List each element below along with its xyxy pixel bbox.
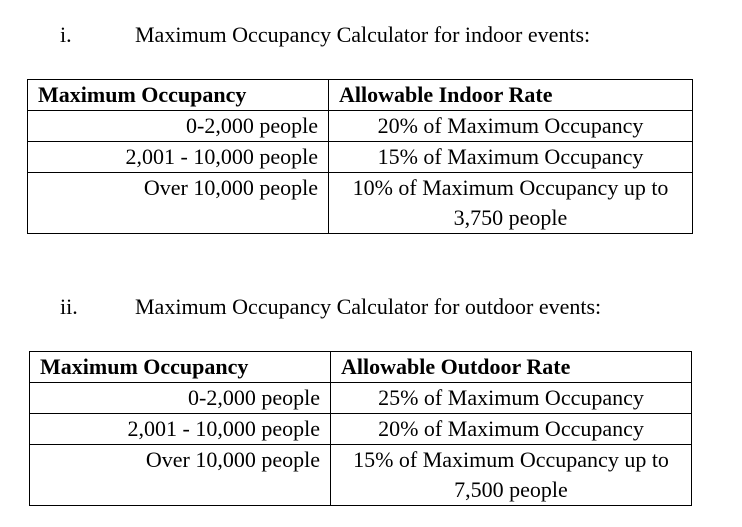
section-title: Maximum Occupancy Calculator for indoor … — [135, 22, 591, 47]
column-header-occupancy: Maximum Occupancy — [27, 79, 329, 111]
table-row: 0-2,000 people 25% of Maximum Occupancy — [29, 382, 692, 414]
column-header-rate: Allowable Outdoor Rate — [330, 351, 692, 383]
section-number: ii. — [60, 294, 78, 319]
table-row: Over 10,000 people 15% of Maximum Occupa… — [29, 444, 692, 506]
occupancy-cell: Over 10,000 people — [29, 444, 331, 506]
column-header-occupancy: Maximum Occupancy — [29, 351, 331, 383]
table-row: 2,001 - 10,000 people 15% of Maximum Occ… — [27, 141, 693, 173]
section-number: i. — [60, 22, 72, 47]
rate-cell: 15% of Maximum Occupancy up to 7,500 peo… — [330, 444, 692, 506]
occupancy-cell: Over 10,000 people — [27, 172, 329, 234]
occupancy-cell: 0-2,000 people — [29, 382, 331, 414]
rate-cell: 20% of Maximum Occupancy — [330, 413, 692, 445]
table-header-row: Maximum Occupancy Allowable Outdoor Rate — [29, 351, 692, 383]
table-header-row: Maximum Occupancy Allowable Indoor Rate — [27, 79, 693, 111]
table-row: 0-2,000 people 20% of Maximum Occupancy — [27, 110, 693, 142]
rate-cell: 15% of Maximum Occupancy — [328, 141, 693, 173]
rate-cell: 20% of Maximum Occupancy — [328, 110, 693, 142]
rate-cell: 10% of Maximum Occupancy up to 3,750 peo… — [328, 172, 693, 234]
occupancy-cell: 0-2,000 people — [27, 110, 329, 142]
column-header-rate: Allowable Indoor Rate — [328, 79, 693, 111]
rate-cell: 25% of Maximum Occupancy — [330, 382, 692, 414]
occupancy-cell: 2,001 - 10,000 people — [29, 413, 331, 445]
occupancy-cell: 2,001 - 10,000 people — [27, 141, 329, 173]
outdoor-occupancy-table: Maximum Occupancy Allowable Outdoor Rate… — [29, 351, 692, 506]
indoor-occupancy-table: Maximum Occupancy Allowable Indoor Rate … — [27, 79, 693, 234]
table-row: 2,001 - 10,000 people 20% of Maximum Occ… — [29, 413, 692, 445]
section-title: Maximum Occupancy Calculator for outdoor… — [135, 294, 602, 319]
table-row: Over 10,000 people 10% of Maximum Occupa… — [27, 172, 693, 234]
